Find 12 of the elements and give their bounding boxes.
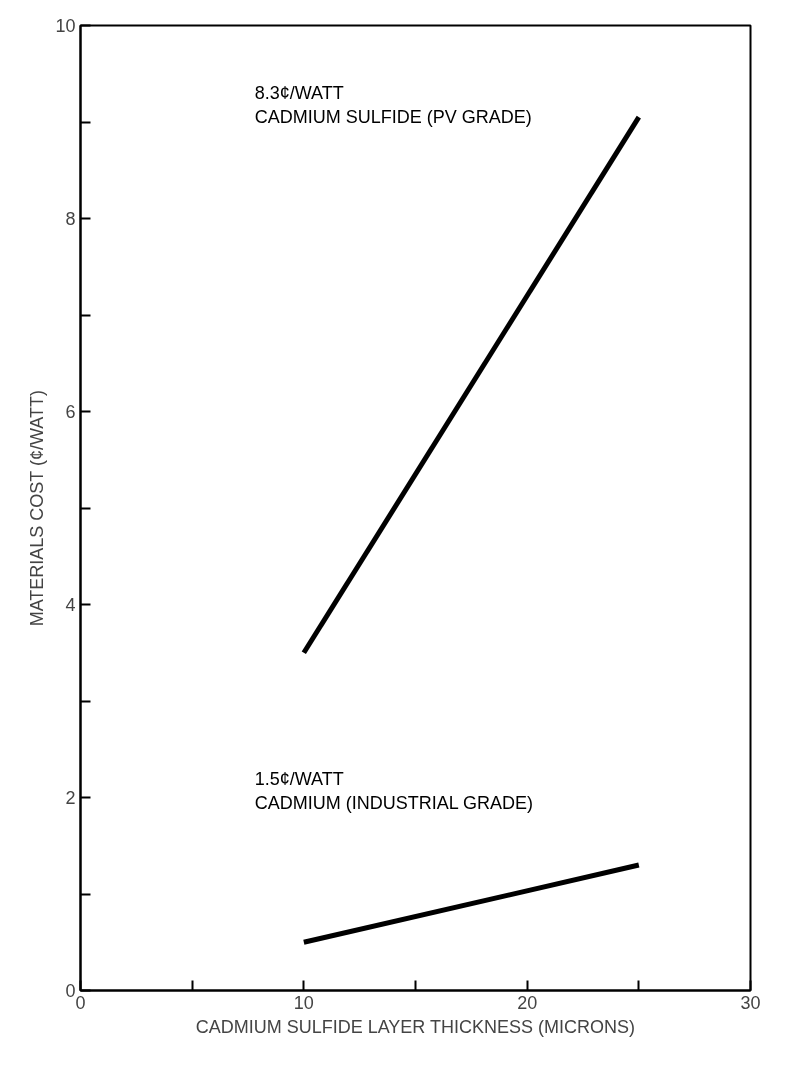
x-axis-title: CADMIUM SULFIDE LAYER THICKNESS (MICRONS) bbox=[195, 1016, 636, 1037]
y-tick-label: 8 bbox=[65, 209, 76, 229]
x-tick-label: 10 bbox=[293, 992, 314, 1013]
x-tick-label: 20 bbox=[517, 992, 538, 1013]
annotation: 1.5¢/WATT CADMIUM (INDUSTRIAL GRADE) bbox=[254, 768, 534, 813]
x-tick-label: 30 bbox=[740, 992, 761, 1013]
annotation: 8.3¢/WATT CADMIUM SULFIDE (PV GRADE) bbox=[254, 83, 532, 128]
y-tick-label: 2 bbox=[65, 788, 76, 808]
y-tick-label: 6 bbox=[65, 402, 76, 422]
y-tick-label: 10 bbox=[55, 16, 76, 36]
y-axis-title: MATERIALS COST (¢/WATT) bbox=[27, 389, 48, 627]
y-tick-label: 4 bbox=[65, 595, 76, 615]
